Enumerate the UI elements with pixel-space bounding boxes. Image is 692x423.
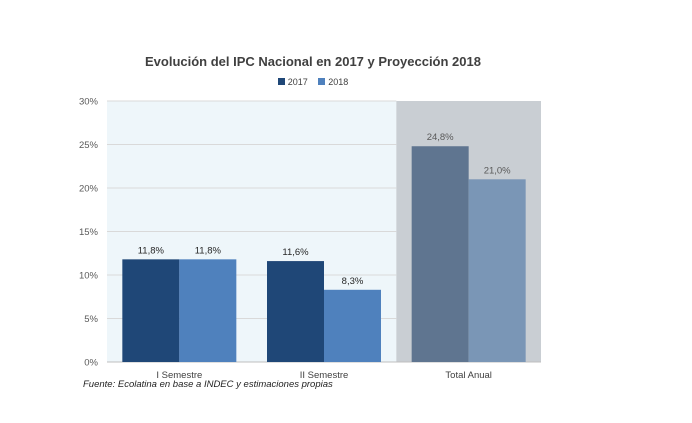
legend-label-2018: 2018 <box>328 77 349 87</box>
bar-2017 <box>122 259 180 362</box>
y-tick-label: 30% <box>79 97 99 108</box>
chart-title: Evolución del IPC Nacional en 2017 y Pro… <box>145 54 481 69</box>
source-note: Fuente: Ecolatina en base a INDEC y esti… <box>83 379 333 390</box>
y-tick-label: 10% <box>79 271 99 282</box>
x-tick-label: II Semestre <box>300 370 349 381</box>
y-tick-label: 0% <box>84 358 98 369</box>
legend-swatch-2018 <box>318 78 326 85</box>
legend-item-2017: 2017 <box>277 77 308 87</box>
legend-label-2017: 2017 <box>287 77 308 87</box>
data-label-2018: 11,8% <box>195 245 222 256</box>
legend-item-2018: 2018 <box>318 77 348 87</box>
data-label-2017: 24,8% <box>427 132 454 143</box>
data-label-2017: 11,8% <box>138 245 165 256</box>
bar-2018 <box>324 289 381 362</box>
bar-2018 <box>179 259 237 362</box>
bar-2018 <box>468 179 526 362</box>
x-tick-label: Total Anual <box>445 370 491 381</box>
legend-swatch-2017 <box>277 78 285 85</box>
y-tick-label: 25% <box>79 140 99 151</box>
data-label-2017: 11,6% <box>282 247 309 258</box>
bar-2017 <box>411 146 469 362</box>
data-label-2018: 21,0% <box>484 165 511 176</box>
bar-2017 <box>267 261 324 362</box>
y-tick-label: 5% <box>84 314 98 325</box>
chart-legend: 2017 2018 <box>0 77 626 87</box>
data-label-2018: 8,3% <box>342 276 364 287</box>
x-tick-label: I Semestre <box>156 370 202 381</box>
y-tick-label: 15% <box>79 227 99 238</box>
y-tick-label: 20% <box>79 184 99 195</box>
